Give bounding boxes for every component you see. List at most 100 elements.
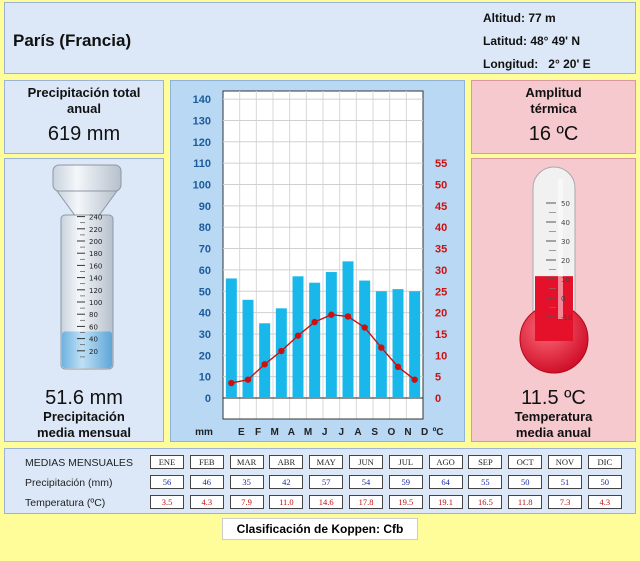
month-header-cell: JUN	[349, 455, 383, 469]
precip-cell: 55	[468, 475, 503, 489]
gauge-tick-label: 60	[89, 323, 98, 331]
left-axis-tick-label: 10	[199, 372, 211, 384]
precip-bar	[225, 278, 237, 398]
left-axis-unit: mm	[195, 427, 213, 438]
month-axis-label: A	[288, 427, 295, 438]
gauge-tick-label: 160	[89, 262, 102, 270]
precip-cell: 51	[548, 475, 582, 489]
month-axis-label: N	[404, 427, 411, 438]
precip-cell: 64	[428, 475, 463, 489]
left-axis-tick-label: 0	[205, 393, 211, 405]
monthly-precip-value: 51.6 mm	[45, 387, 123, 409]
month-axis-label: J	[322, 427, 328, 438]
precip-cell: 59	[388, 475, 423, 489]
thermometer-mercury	[535, 276, 573, 341]
temp-point	[278, 347, 285, 355]
temp-point	[244, 376, 252, 383]
altitude-text: Altitud: 77 m	[483, 11, 556, 25]
mean-temp-label-2: media anual	[515, 425, 592, 440]
month-axis-label: A	[354, 427, 361, 438]
right-axis-tick-label: 5	[435, 372, 441, 384]
temp-cell: 7.9	[229, 495, 264, 509]
thermal-range-panel: Amplitud térmica 16 ºC	[471, 80, 636, 154]
month-header-cell: AGO	[428, 455, 463, 469]
gauge-scale: 240 220 200 180 160 140 120 100 80 60 40 20	[77, 214, 102, 358]
precip-bar	[409, 291, 421, 398]
precip-row-label: Precipitación (mm)	[25, 477, 113, 489]
right-axis-tick-label: 35	[435, 244, 447, 256]
temp-cell: 7.3	[548, 495, 582, 509]
gauge-tick-label: 40	[89, 336, 98, 344]
precip-bar	[242, 299, 254, 398]
right-axis-tick-label: 0	[435, 393, 441, 405]
month-axis-label: O	[387, 427, 395, 438]
left-axis-tick-label: 120	[193, 137, 211, 149]
temp-cell: 3.5	[150, 495, 184, 509]
temp-point	[294, 332, 302, 339]
temp-cell: 16.5	[468, 495, 503, 509]
monthly-precip-label-2: media mensual	[37, 425, 131, 440]
thermometer-icon: 50 40 30 20 10 0 -10	[519, 166, 589, 374]
month-axis-label: S	[371, 427, 378, 438]
temp-point	[228, 379, 235, 387]
month-header-cell: DIC	[587, 455, 622, 469]
precip-cell: 50	[587, 475, 622, 489]
right-axis-tick-label: 10	[435, 350, 447, 362]
thermometer-scale: 50 40 30 20 10 0 -10	[546, 200, 572, 322]
annual-precip-value: 619 mm	[47, 123, 121, 145]
temp-cell: 4.3	[587, 495, 622, 509]
gauge-tick-label: 220	[89, 226, 102, 234]
climograph-panel: 0 10 20 30 40 50 60 70 80 90 100 110 120 130 140 0 5 10 15…	[170, 80, 465, 442]
right-axis-tick-label: 45	[435, 201, 447, 213]
monthly-precip-panel: 240 220 200 180 160 140 120 100 80 60 40 20 51.6 mm…	[4, 158, 164, 442]
gauge-tick-label: 180	[89, 250, 102, 258]
precip-cell: 54	[349, 475, 383, 489]
gauge-tick-label: 140	[89, 275, 102, 283]
thermo-tick-label: 40	[561, 219, 570, 227]
gauge-tick-label: 200	[89, 238, 102, 246]
monthly-precip-label-1: Precipitación	[43, 409, 125, 424]
month-header-cell: OCT	[508, 455, 543, 469]
right-axis-tick-label: 25	[435, 286, 447, 298]
temp-point	[361, 324, 368, 331]
gauge-tick-label: 80	[89, 311, 98, 319]
right-axis-tick-label: 30	[435, 265, 447, 277]
gauge-tick-label: 20	[89, 348, 98, 356]
temp-cell: 14.6	[309, 495, 344, 509]
right-axis-tick-label: 55	[435, 158, 447, 170]
right-axis-tick-label: 20	[435, 308, 447, 320]
gauge-tick-label: 240	[89, 214, 102, 222]
latitude-text: Latitud: 48° 49' N	[483, 34, 581, 48]
thermal-range-label-1: Amplitud	[525, 85, 582, 100]
temp-cell: 17.8	[349, 495, 383, 509]
thermo-tick-label: 50	[561, 200, 570, 208]
thermo-tick-label: 20	[561, 257, 570, 265]
temp-cell: 11.0	[269, 495, 304, 509]
month-axis-label: M	[270, 427, 278, 438]
precip-bar	[259, 323, 271, 398]
header-panel: París (Francia) Altitud: 77 m Latitud: 4…	[4, 2, 636, 74]
temp-point	[394, 363, 402, 371]
left-axis-tick-label: 80	[199, 222, 211, 234]
month-axis-label: F	[255, 427, 261, 438]
month-axis-label: E	[238, 427, 245, 438]
temp-row-label: Temperatura (ºC)	[25, 497, 106, 509]
right-axis-unit: ºC	[433, 427, 444, 438]
climograph: 0 10 20 30 40 50 60 70 80 90 100 110 120 130 140 0 5 10 15…	[193, 90, 447, 438]
annual-precip-label-1: Precipitación total	[27, 85, 141, 100]
precip-cell: 42	[269, 475, 304, 489]
temp-point	[378, 344, 385, 351]
month-axis-label: J	[339, 427, 345, 438]
right-axis-tick-label: 50	[435, 180, 447, 192]
thermo-tick-label: 0	[561, 295, 565, 303]
precip-bar	[309, 282, 321, 398]
temp-line	[231, 314, 416, 384]
longitude-text: Longitud: 2° 20' E	[483, 57, 591, 71]
left-axis-tick-label: 50	[199, 286, 211, 298]
left-axis-tick-label: 70	[199, 244, 211, 256]
precip-bar	[342, 261, 354, 398]
temp-cell: 19.1	[428, 495, 463, 509]
month-header-cell: MAR	[229, 455, 264, 469]
table-title: MEDIAS MENSUALES	[25, 457, 133, 469]
rain-gauge-icon: 240 220 200 180 160 140 120 100 80 60 40 20	[52, 164, 122, 370]
